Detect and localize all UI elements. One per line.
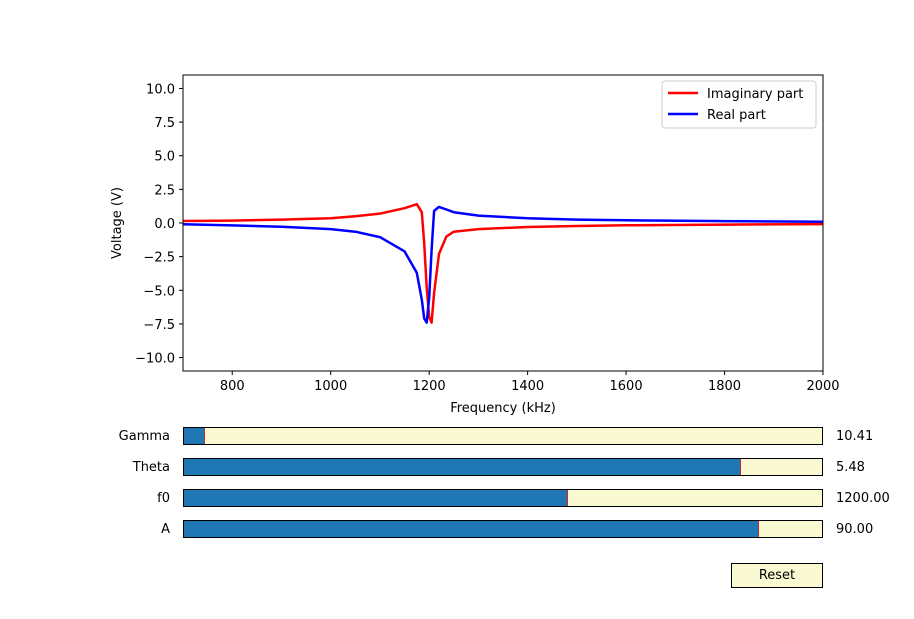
slider-a-handle[interactable] <box>758 521 760 537</box>
y-tick-label: 2.5 <box>154 183 175 198</box>
slider-theta-handle[interactable] <box>740 459 742 475</box>
slider-f0-handle[interactable] <box>566 490 568 506</box>
x-tick-label: 2000 <box>806 379 839 394</box>
slider-theta-label: Theta <box>132 460 170 475</box>
legend-label-real: Real part <box>707 108 766 123</box>
slider-gamma-handle[interactable] <box>204 428 206 444</box>
legend-label-imaginary: Imaginary part <box>707 87 803 102</box>
plot-frame <box>182 74 824 372</box>
y-tick-label: 0.0 <box>154 217 175 232</box>
slider-theta-value: 5.48 <box>836 460 865 475</box>
y-tick-label: 5.0 <box>154 150 175 165</box>
series-line-imaginary <box>183 202 823 324</box>
slider-theta-fill <box>184 459 741 475</box>
legend-frame <box>661 80 817 129</box>
series-group <box>183 202 823 324</box>
slider-theta: Theta 5.48 <box>0 458 914 478</box>
slider-f0-label: f0 <box>157 491 170 506</box>
ticks-group: 800 1000 1200 1400 1600 1800 2000 −10.0 −7.5 −5.0… <box>135 82 839 394</box>
y-tick-label: −10.0 <box>135 352 175 367</box>
y-axis-label: Voltage (V) <box>110 187 125 259</box>
x-tick-label: 1400 <box>511 379 544 394</box>
x-axis-label: Frequency (kHz) <box>450 401 556 416</box>
x-tick-label: 1200 <box>413 379 446 394</box>
slider-a-track[interactable] <box>183 520 823 538</box>
y-tick-label: 10.0 <box>146 82 175 97</box>
slider-a-value: 90.00 <box>836 522 874 537</box>
slider-gamma-track[interactable] <box>183 427 823 445</box>
legend: Imaginary part Real part <box>661 80 817 129</box>
slider-gamma-label: Gamma <box>118 429 170 444</box>
slider-gamma-value: 10.41 <box>836 429 874 444</box>
slider-a: A 90.00 <box>0 520 914 540</box>
slider-theta-track[interactable] <box>183 458 823 476</box>
x-tick-label: 1000 <box>314 379 347 394</box>
series-line-real <box>183 205 823 324</box>
y-tick-label: −7.5 <box>143 318 175 333</box>
slider-gamma: Gamma 10.41 <box>0 427 914 447</box>
slider-f0-fill <box>184 490 567 506</box>
y-tick-label: −2.5 <box>143 251 175 266</box>
y-tick-label: 7.5 <box>154 116 175 131</box>
slider-f0: f0 1200.00 <box>0 489 914 509</box>
slider-f0-track[interactable] <box>183 489 823 507</box>
slider-f0-value: 1200.00 <box>836 491 890 506</box>
x-tick-label: 1600 <box>610 379 643 394</box>
x-tick-label: 1800 <box>708 379 741 394</box>
slider-a-label: A <box>161 522 170 537</box>
y-tick-label: −5.0 <box>143 284 175 299</box>
slider-a-fill <box>184 521 759 537</box>
x-tick-label: 800 <box>220 379 245 394</box>
slider-gamma-fill <box>184 428 205 444</box>
reset-button[interactable]: Reset <box>731 563 823 588</box>
